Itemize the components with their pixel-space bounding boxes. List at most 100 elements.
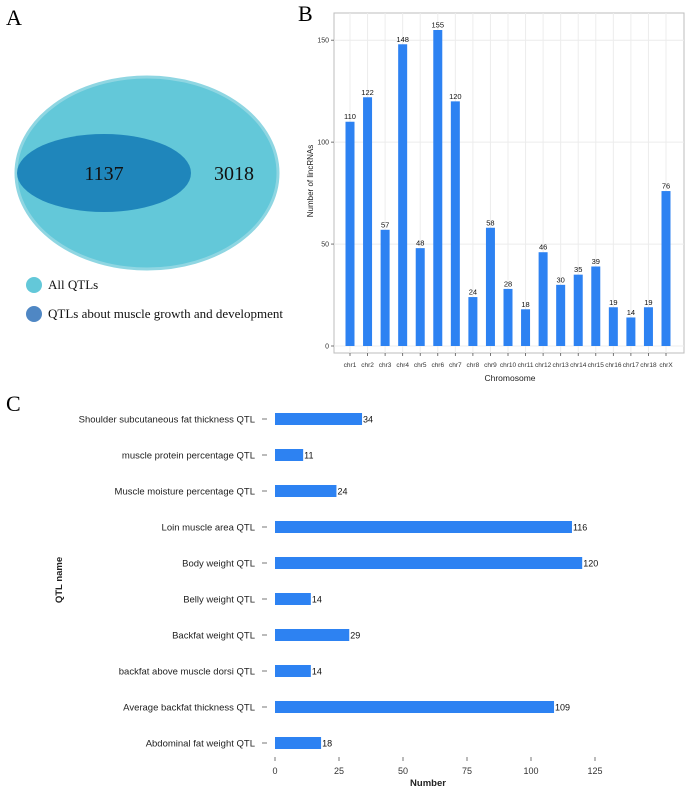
qtl-category-label: Backfat weight QTL: [172, 631, 255, 642]
lincrna-x-tick-label: chr7: [449, 362, 462, 369]
lincrna-x-tick-label: chr12: [535, 362, 552, 369]
legend-swatch-all-qtls: [26, 277, 42, 293]
lincrna-y-tick-label: 150: [317, 38, 329, 45]
qtl-bar-value-label: 24: [337, 487, 347, 497]
lincrna-bar-value-label: 76: [662, 182, 670, 191]
lincrna-bar: [643, 307, 653, 346]
lincrna-y-tick-label: 50: [321, 242, 329, 249]
lincrna-bar: [415, 248, 425, 346]
lincrna-bar: [626, 317, 636, 346]
qtl-bar: [275, 485, 337, 497]
lincrna-bar-value-label: 19: [609, 298, 617, 307]
venn-inner-value: 1137: [84, 163, 123, 185]
qtl-bars: 34 11 24 116 120 14 29 14 109 18: [275, 413, 598, 749]
lincrna-x-tick-label: chr10: [500, 362, 517, 369]
legend-label-all-qtls: All QTLs: [48, 277, 98, 292]
qtl-category-label: Average backfat thickness QTL: [123, 703, 255, 714]
venn-diagram: 1137 3018: [14, 75, 280, 271]
lincrna-bar-value-label: 122: [361, 88, 374, 97]
qtl-bar-value-label: 116: [573, 523, 587, 533]
lincrna-y-axis-title: Number of lincRNAs: [306, 145, 315, 217]
qtl-bar-value-label: 29: [350, 631, 360, 641]
venn-legend: All QTLs QTLs about muscle growth and de…: [26, 277, 283, 322]
qtl-category-label: Shoulder subcutaneous fat thickness QTL: [79, 415, 255, 426]
venn-outer-value: 3018: [214, 163, 254, 185]
lincrna-bar-value-label: 18: [521, 300, 529, 309]
qtl-bar-value-label: 11: [304, 451, 313, 461]
lincrna-bar-value-label: 155: [432, 21, 445, 30]
venn-inner-set: [17, 134, 191, 212]
panel-label-b: B: [298, 1, 313, 26]
lincrna-x-tick-label: chr8: [467, 362, 480, 369]
qtl-category-ticks: Shoulder subcutaneous fat thickness QTL m…: [79, 415, 267, 750]
lincrna-bar: [485, 227, 495, 346]
qtl-bar-value-label: 14: [312, 595, 322, 605]
lincrna-x-ticks: chr1 chr2 chr3 chr4 chr5 chr6 chr7 chr8 chr9 chr1…: [344, 353, 673, 369]
qtl-bar-value-label: 109: [555, 703, 570, 713]
lincrna-x-tick-label: chr14: [570, 362, 587, 369]
qtl-bar: [275, 701, 555, 713]
panel-label-a: A: [6, 5, 22, 30]
lincrna-bar: [468, 297, 478, 346]
lincrna-x-tick-label: chrX: [659, 362, 673, 369]
lincrna-bar-value-label: 28: [504, 279, 512, 288]
qtl-bar: [275, 449, 304, 461]
qtl-bar-value-label: 34: [363, 415, 373, 425]
lincrna-bar-value-label: 30: [556, 275, 564, 284]
qtl-category-label: Muscle moisture percentage QTL: [115, 487, 255, 498]
lincrna-x-tick-label: chr1: [344, 362, 357, 369]
lincrna-bar-value-label: 39: [592, 257, 600, 266]
lincrna-x-axis-title: Chromosome: [484, 373, 535, 383]
lincrna-bar: [398, 44, 408, 347]
qtl-category-label: Body weight QTL: [182, 559, 255, 570]
qtl-bar-chart: 34 11 24 116 120 14 29 14 109 18 Shoulder subcuta…: [54, 413, 603, 789]
lincrna-bar: [363, 97, 373, 346]
lincrna-bars: 110 122 57 148 48 155 120 24 58 28 18 46 30 35 39 19 14 1…: [344, 21, 671, 347]
qtl-bar-value-label: 120: [583, 559, 598, 569]
qtl-x-axis-title: Number: [410, 778, 446, 789]
lincrna-x-tick-label: chr4: [396, 362, 409, 369]
legend-swatch-muscle-qtls: [26, 306, 42, 322]
qtl-x-tick-label: 100: [523, 766, 538, 776]
lincrna-x-tick-label: chr18: [640, 362, 657, 369]
lincrna-bar-value-label: 148: [396, 35, 409, 44]
lincrna-bar-value-label: 24: [469, 288, 477, 297]
qtl-bar: [275, 557, 583, 569]
qtl-category-label: Abdominal fat weight QTL: [146, 739, 255, 750]
qtl-bar: [275, 413, 363, 425]
qtl-x-tick-label: 75: [462, 766, 472, 776]
qtl-x-ticks: 0 25 50 75 100 125: [272, 757, 603, 776]
qtl-x-tick-label: 50: [398, 766, 408, 776]
legend-label-muscle-qtls: QTLs about muscle growth and development: [48, 306, 283, 321]
lincrna-bar: [608, 307, 618, 346]
lincrna-x-tick-label: chr15: [588, 362, 605, 369]
lincrna-bar-value-label: 35: [574, 265, 582, 274]
qtl-x-tick-label: 125: [587, 766, 602, 776]
lincrna-bar: [591, 266, 601, 346]
lincrna-bar-value-label: 57: [381, 220, 389, 229]
lincrna-bar-value-label: 46: [539, 243, 547, 252]
qtl-category-label: Belly weight QTL: [183, 595, 255, 606]
lincrna-x-tick-label: chr9: [484, 362, 497, 369]
qtl-bar-value-label: 18: [322, 739, 332, 749]
lincrna-x-tick-label: chr16: [605, 362, 622, 369]
qtl-x-tick-label: 25: [334, 766, 344, 776]
lincrna-x-tick-label: chr6: [431, 362, 444, 369]
qtl-bar: [275, 521, 572, 533]
lincrna-bar: [538, 252, 548, 346]
lincrna-x-tick-label: chr3: [379, 362, 392, 369]
lincrna-bar: [573, 274, 583, 346]
lincrna-bar-value-label: 120: [449, 92, 462, 101]
lincrna-bar-chart: 110 122 57 148 48 155 120 24 58 28 18 46 30 35 39 19 14 1…: [306, 12, 685, 383]
qtl-bar-value-label: 14: [312, 667, 322, 677]
lincrna-bar-value-label: 58: [486, 218, 494, 227]
lincrna-bar: [450, 101, 460, 347]
lincrna-bar: [521, 309, 531, 346]
lincrna-x-tick-label: chr13: [553, 362, 570, 369]
qtl-bar: [275, 629, 350, 641]
qtl-x-tick-label: 0: [272, 766, 277, 776]
lincrna-x-tick-label: chr17: [623, 362, 640, 369]
lincrna-x-tick-label: chr5: [414, 362, 427, 369]
qtl-y-axis-title: QTL name: [54, 557, 65, 603]
lincrna-y-ticks: 0 50 100 150: [317, 38, 334, 351]
